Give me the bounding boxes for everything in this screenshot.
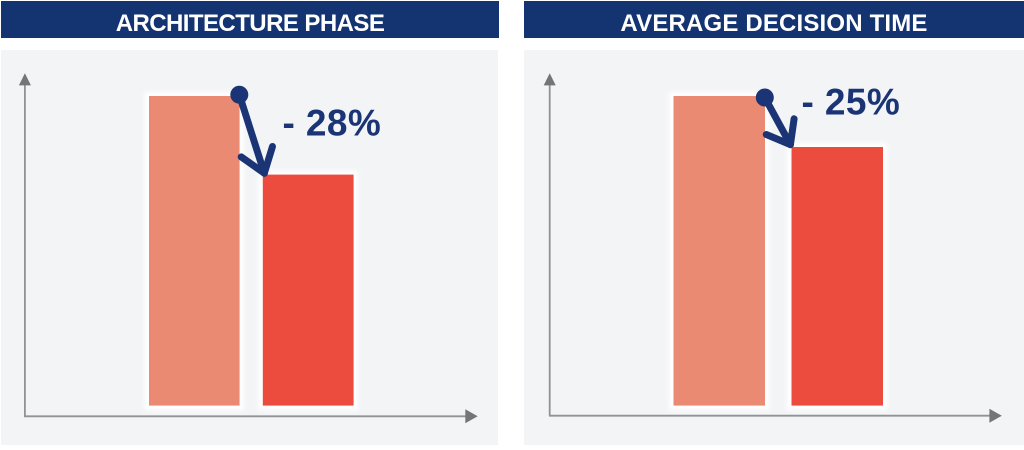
svg-text:ARCHITECTURE PHASE: ARCHITECTURE PHASE [116, 10, 385, 37]
svg-text:- 28%: - 28% [283, 103, 382, 144]
svg-text:AVERAGE DECISION TIME: AVERAGE DECISION TIME [620, 10, 927, 37]
svg-text:- 25%: - 25% [802, 81, 901, 122]
